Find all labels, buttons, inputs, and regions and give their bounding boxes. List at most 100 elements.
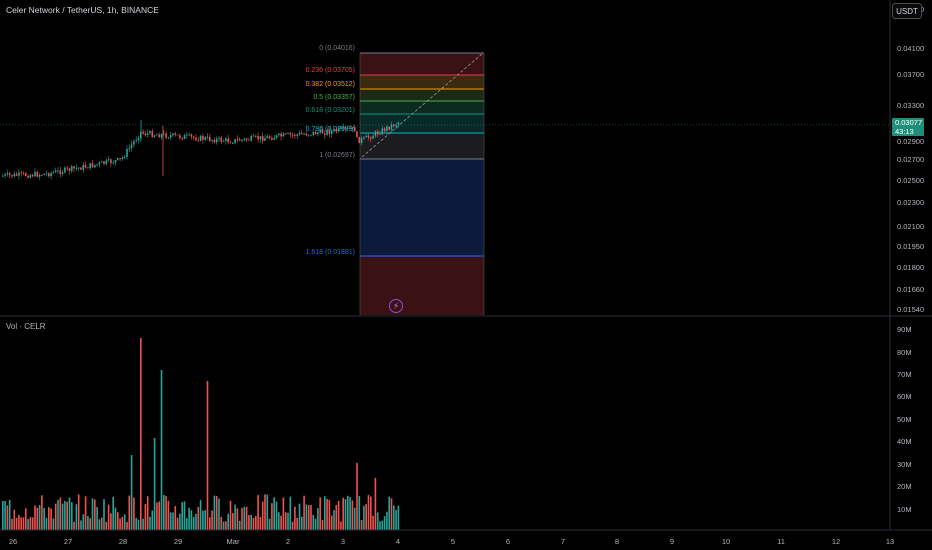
volume-bar xyxy=(204,510,206,530)
volume-bar xyxy=(153,438,156,530)
volume-bar xyxy=(317,508,319,530)
volume-indicator-title[interactable]: Vol · CELR xyxy=(6,322,46,331)
candle-body xyxy=(59,170,62,175)
price-axis[interactable]: 0.045000.041000.037000.033000.029000.027… xyxy=(897,5,924,314)
volume-bar xyxy=(119,518,121,530)
fib-trend-line[interactable] xyxy=(361,53,483,158)
volume-bar xyxy=(130,455,133,530)
lightning-alert-icon[interactable]: ⚡ xyxy=(389,299,403,313)
volume-bar xyxy=(163,494,165,530)
volume-bar xyxy=(209,517,211,530)
candle-body xyxy=(117,158,119,161)
symbol-title[interactable]: Celer Network / TetherUS, 1h, BINANCE xyxy=(6,5,159,15)
candle-body xyxy=(356,131,358,138)
candle-body xyxy=(73,166,75,169)
volume-bar xyxy=(144,504,147,530)
fib-level-label: 0 (0.04016) xyxy=(319,45,355,52)
candle-body xyxy=(397,122,400,125)
current-price-tag: 0.03077 43:13 xyxy=(892,118,924,136)
candle-body xyxy=(275,135,278,138)
volume-bar xyxy=(4,501,6,530)
volume-bar xyxy=(383,516,386,530)
fib-level-label: 0.618 (0.03201) xyxy=(306,107,355,114)
candle-body xyxy=(351,127,354,129)
volume-bar xyxy=(250,514,252,530)
candle-body xyxy=(6,173,9,175)
volume-bar xyxy=(248,515,250,530)
candle-body xyxy=(121,157,124,159)
candle-body xyxy=(167,137,170,139)
candle-body xyxy=(312,131,315,135)
candle-body xyxy=(75,168,78,169)
volume-bar xyxy=(330,515,333,530)
candle-body xyxy=(186,134,188,136)
candle-body xyxy=(349,128,351,130)
fib-level-label: 1.618 (0.01881) xyxy=(306,249,355,256)
volume-axis-label: 70M xyxy=(897,370,912,379)
volume-bar xyxy=(225,521,227,530)
candle-body xyxy=(280,133,282,137)
candle-body xyxy=(43,173,45,176)
volume-bar xyxy=(25,508,27,530)
volume-bar xyxy=(335,504,338,530)
candle-body xyxy=(241,139,243,141)
volume-bar xyxy=(268,518,271,530)
time-axis-label: 13 xyxy=(886,537,894,546)
time-axis-label: 2 xyxy=(286,537,290,546)
volume-bar xyxy=(206,381,209,530)
volume-bar xyxy=(275,501,278,530)
fib-labels: 0 (0.04016) 0.236 (0.03705) 0.382 (0.03512… xyxy=(306,45,355,256)
volume-bar xyxy=(43,507,45,530)
volume-bar xyxy=(66,501,68,530)
volume-bar xyxy=(181,502,183,530)
volume-bar xyxy=(15,517,18,530)
volume-bar xyxy=(303,495,305,530)
candle-body xyxy=(342,127,344,129)
candle-body xyxy=(98,162,101,165)
volume-bar xyxy=(376,512,379,530)
volume-axis[interactable]: 90M 80M 70M 60M 50M 40M 30M 20M 10M xyxy=(897,325,912,514)
volume-bar xyxy=(183,501,186,530)
candle-body xyxy=(301,132,303,134)
time-axis-label: 12 xyxy=(832,537,840,546)
candle-body xyxy=(160,134,163,138)
candle-body xyxy=(278,133,280,136)
candle-body xyxy=(2,175,4,177)
candle-body xyxy=(153,135,156,137)
candle-body xyxy=(77,167,80,169)
candle-body xyxy=(328,130,331,134)
volume-bar xyxy=(326,498,328,530)
candle-body xyxy=(227,138,229,143)
candle-body xyxy=(82,164,85,170)
candle-body xyxy=(294,134,296,136)
volume-bar xyxy=(103,499,105,530)
time-axis-label: 9 xyxy=(670,537,674,546)
volume-bar xyxy=(397,505,400,530)
volume-bar xyxy=(241,508,243,530)
volume-bar xyxy=(142,518,144,530)
candle-body xyxy=(57,170,59,172)
volume-bar xyxy=(169,512,172,530)
candle-body xyxy=(204,137,206,140)
fib-retracement-drawing[interactable]: 0 (0.04016) 0.236 (0.03705) 0.382 (0.03512… xyxy=(306,45,485,315)
candle-body xyxy=(324,133,326,135)
volume-bar xyxy=(29,517,32,530)
candle-body xyxy=(114,160,117,163)
volume-bar xyxy=(358,496,361,530)
candle-body xyxy=(128,148,131,150)
volume-bar xyxy=(96,507,98,530)
volume-bar xyxy=(110,513,112,530)
candle-body xyxy=(370,137,372,139)
candle-body xyxy=(358,137,361,143)
candle-body xyxy=(218,137,220,139)
candle-body xyxy=(151,131,154,137)
candle-body xyxy=(337,128,340,132)
time-axis[interactable]: 26 27 28 29 Mar 2 3 4 5 6 7 8 9 10 11 12 13 xyxy=(9,537,894,546)
volume-bar xyxy=(197,506,200,530)
volume-bar xyxy=(57,499,59,530)
volume-bar xyxy=(259,517,262,530)
candle-body xyxy=(135,140,137,142)
candle-body xyxy=(20,172,22,174)
currency-button[interactable]: USDT xyxy=(892,3,922,19)
